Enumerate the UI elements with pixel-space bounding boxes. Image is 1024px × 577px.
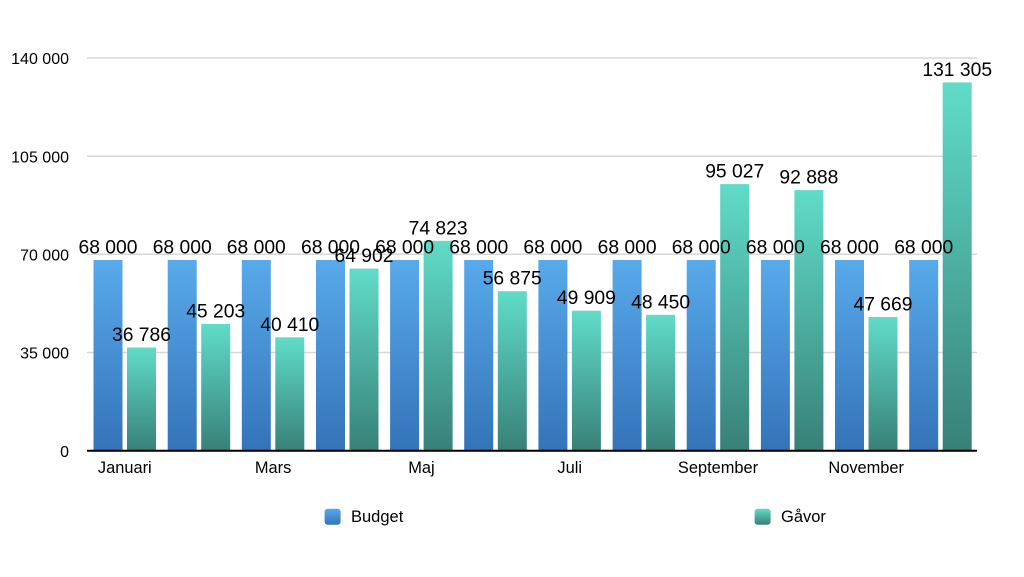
svg-text:70 000: 70 000 [20, 248, 69, 265]
svg-text:68 000: 68 000 [820, 238, 879, 259]
svg-text:Mars: Mars [255, 459, 291, 477]
svg-text:68 000: 68 000 [301, 238, 360, 259]
svg-text:Januari: Januari [98, 459, 152, 477]
svg-text:November: November [828, 459, 904, 477]
svg-text:68 000: 68 000 [153, 238, 212, 259]
svg-text:68 000: 68 000 [894, 238, 953, 259]
svg-text:92 888: 92 888 [779, 168, 838, 189]
svg-text:Budget: Budget [351, 508, 404, 526]
svg-text:Juli: Juli [557, 459, 582, 477]
svg-text:140 000: 140 000 [11, 51, 69, 68]
svg-text:Maj: Maj [408, 459, 434, 477]
svg-text:68 000: 68 000 [598, 238, 657, 259]
svg-text:48 450: 48 450 [631, 292, 690, 313]
svg-text:68 000: 68 000 [449, 238, 508, 259]
svg-text:95 027: 95 027 [705, 162, 764, 183]
svg-text:35 000: 35 000 [20, 346, 69, 363]
svg-text:49 909: 49 909 [557, 288, 616, 309]
svg-text:68 000: 68 000 [672, 238, 731, 259]
svg-text:45 203: 45 203 [186, 301, 245, 322]
svg-text:68 000: 68 000 [227, 238, 286, 259]
svg-text:47 669: 47 669 [854, 295, 913, 316]
svg-text:105 000: 105 000 [11, 149, 69, 166]
svg-text:40 410: 40 410 [260, 315, 319, 336]
svg-text:56 875: 56 875 [483, 269, 542, 290]
svg-text:68 000: 68 000 [79, 238, 138, 259]
svg-text:131 305: 131 305 [922, 60, 992, 81]
svg-text:74 823: 74 823 [409, 218, 468, 239]
svg-text:68 000: 68 000 [523, 238, 582, 259]
svg-text:September: September [678, 459, 759, 477]
svg-text:64 902: 64 902 [335, 246, 394, 267]
svg-text:0: 0 [60, 444, 69, 461]
svg-text:68 000: 68 000 [375, 238, 434, 259]
svg-text:Gåvor: Gåvor [781, 508, 826, 526]
svg-text:68 000: 68 000 [746, 238, 805, 259]
svg-text:36 786: 36 786 [112, 325, 171, 346]
